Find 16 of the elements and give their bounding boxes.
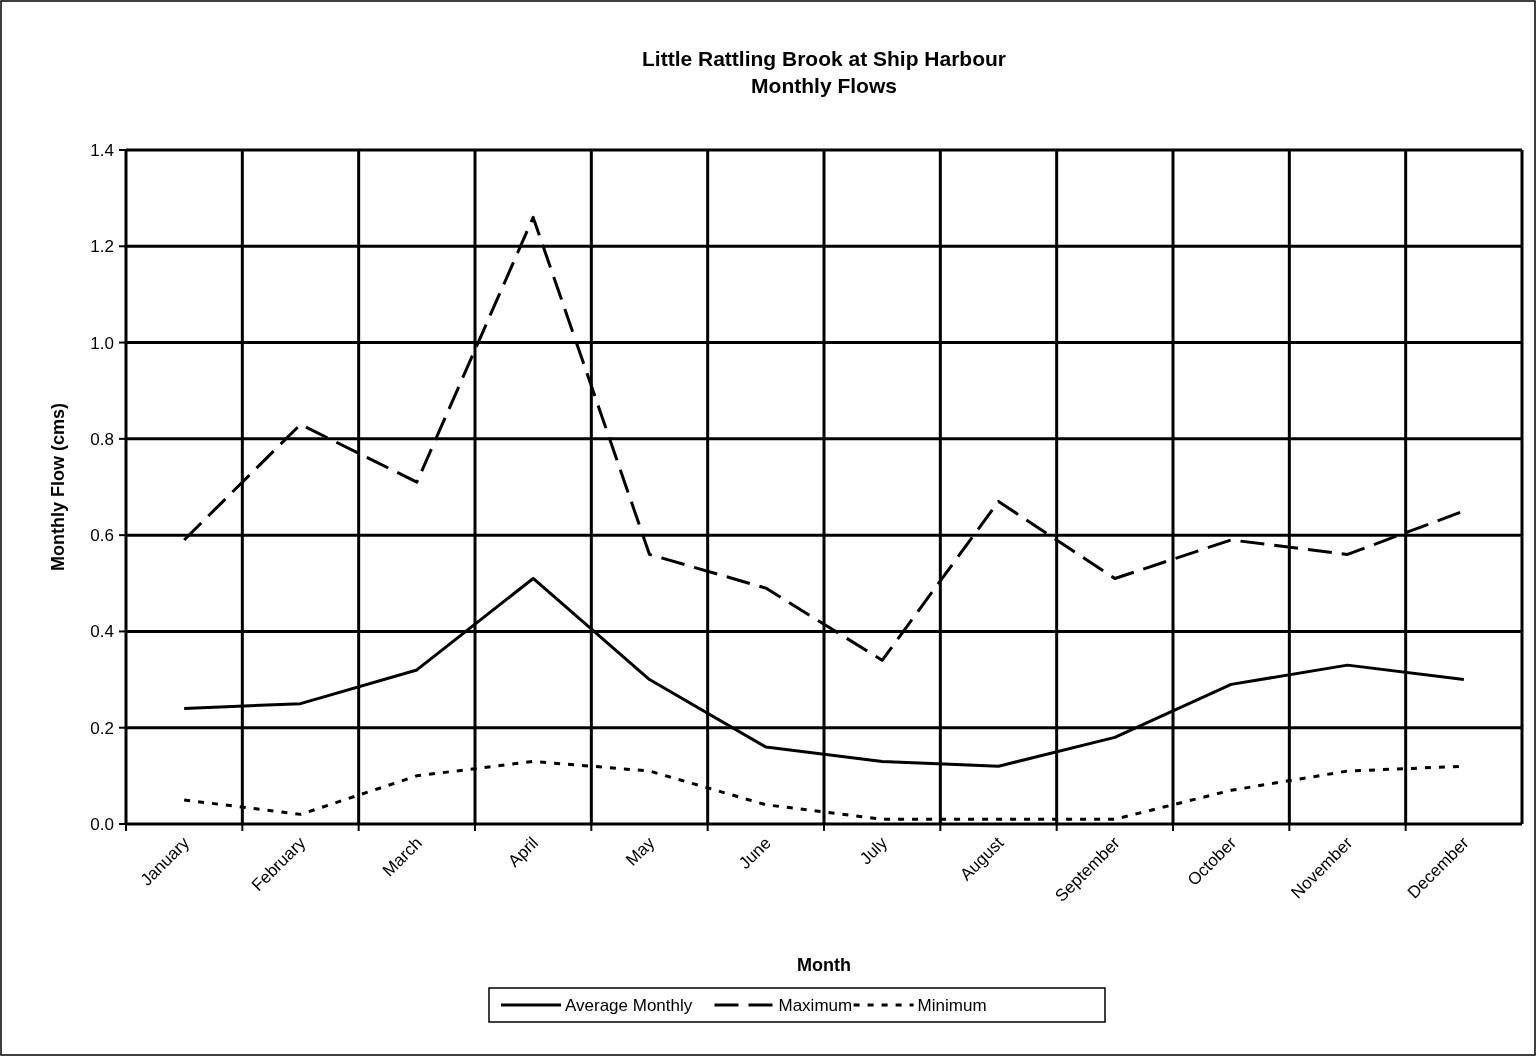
legend-label: Minimum — [917, 995, 987, 1015]
legend-label: Average Monthly — [565, 995, 693, 1015]
x-axis-title: Month — [797, 955, 851, 975]
x-tick-label: May — [622, 833, 659, 870]
y-tick-label: 1.0 — [90, 333, 114, 353]
y-tick-label: 0.2 — [90, 718, 114, 738]
y-tick-label: 0.8 — [90, 429, 114, 449]
y-tick-label: 1.2 — [90, 237, 114, 257]
y-tick-label: 0.0 — [90, 814, 114, 834]
legend-label: Maximum — [778, 995, 853, 1015]
x-tick-label: July — [856, 833, 892, 869]
y-tick-label: 0.6 — [90, 526, 114, 546]
y-tick-label: 0.4 — [90, 622, 114, 642]
y-axis-title: Monthly Flow (cms) — [48, 403, 68, 571]
chart-title: Little Rattling Brook at Ship Harbour Monthly Flows — [641, 47, 1007, 97]
y-tick-label: 1.4 — [90, 140, 114, 160]
